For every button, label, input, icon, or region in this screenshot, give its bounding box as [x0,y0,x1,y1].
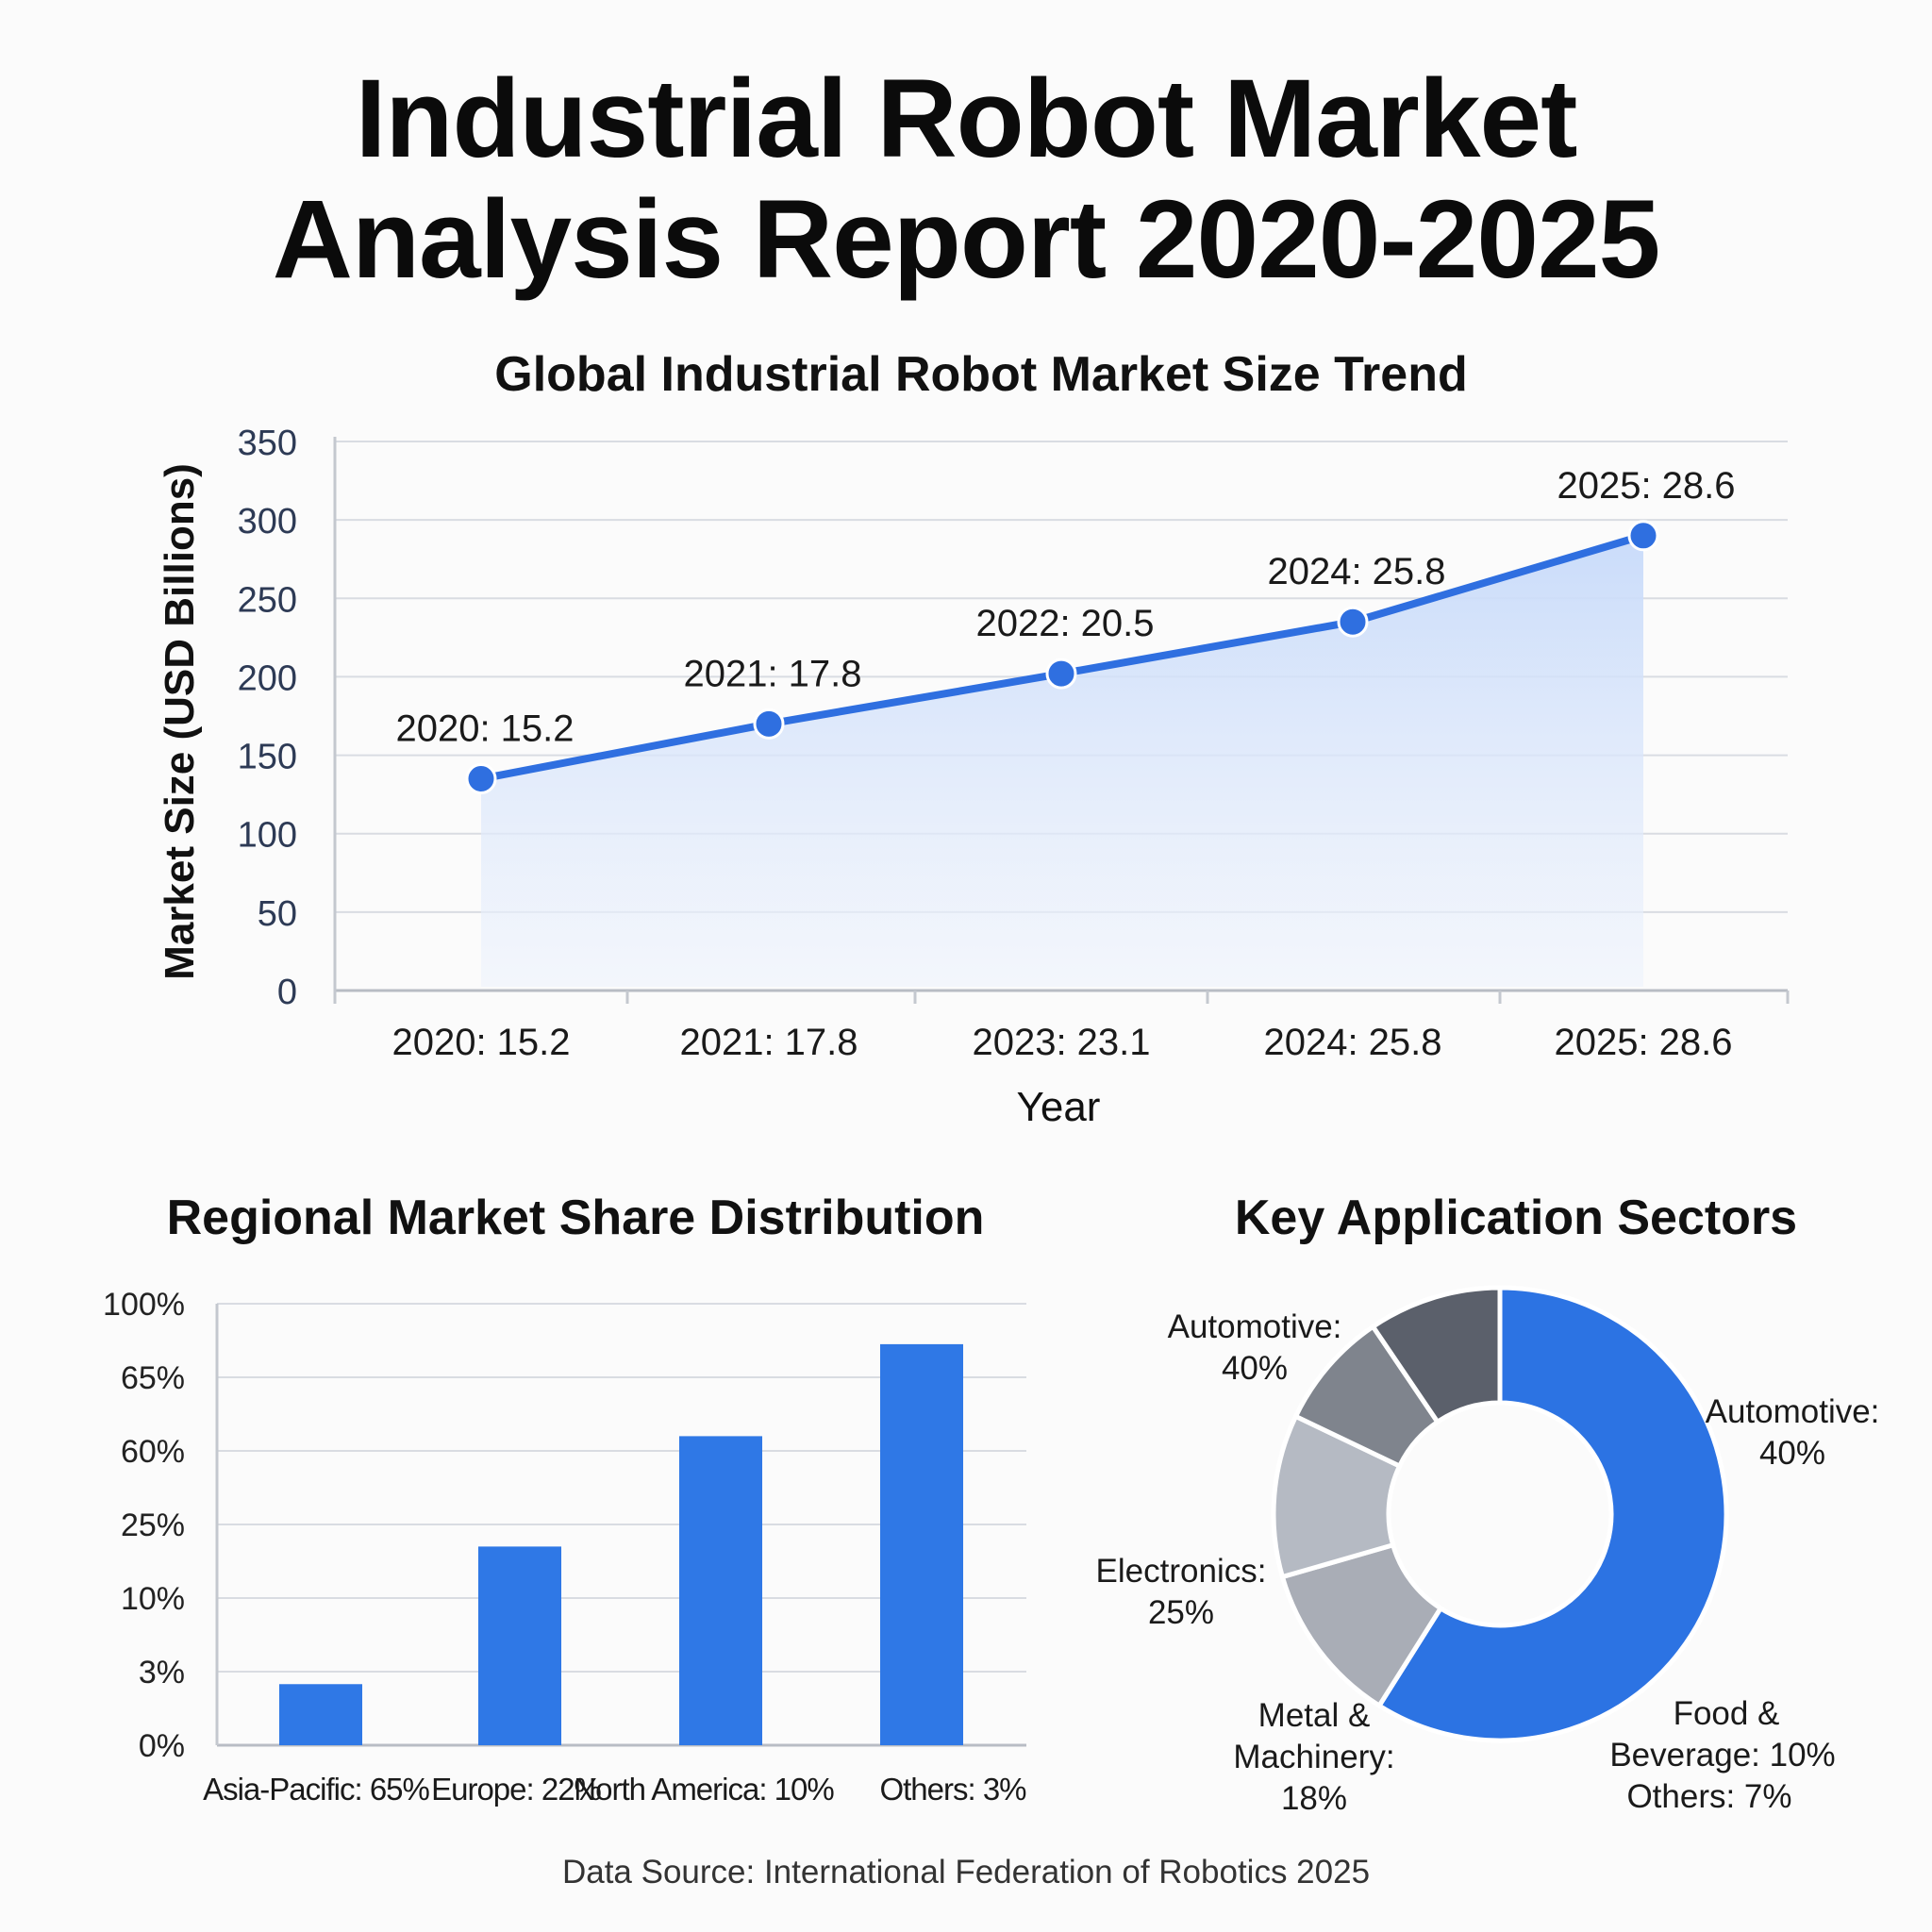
line-chart-point-label: 2024: 25.8 [1267,551,1445,592]
donut-chart-slice [1369,1285,1503,1425]
line-chart-point [465,763,497,795]
regional-share-bar-chart: Regional Market Share Distribution 0% 3% 1… [103,1191,1027,1807]
bar-chart-y-tick-label: 65% [121,1360,185,1396]
bar-chart-bars [279,1343,963,1745]
line-chart-point-label: 2020: 15.2 [395,708,574,750]
bar-chart-y-tick-label: 100% [103,1287,185,1323]
donut-chart-slice-label: 40% [1222,1350,1288,1387]
line-chart-point-label: 2021: 17.8 [683,653,861,694]
donut-chart-slices [1271,1285,1729,1743]
bar-chart-title: Regional Market Share Distribution [167,1191,985,1245]
donut-chart-slice-label: 25% [1148,1594,1214,1631]
line-chart-point-label: 2025: 28.6 [1557,465,1735,507]
bar-chart-y-tick-label: 0% [139,1728,185,1764]
line-chart-x-ticks: 2020: 15.2 2021: 17.8 2023: 23.1 2024: 25.8… [333,991,1790,1063]
application-sectors-donut-chart: Key Application Sectors Automotive: 40% Me… [1096,1191,1880,1817]
donut-chart-slice-label: Automotive: [1706,1393,1880,1430]
line-chart-y-tick-label: 200 [238,658,297,698]
donut-chart-slice-label: Machinery: [1233,1739,1394,1775]
line-chart-y-axis-label: Market Size (USD Billions) [157,463,203,980]
bar-chart-bar [679,1436,762,1745]
line-chart-x-tick-label: 2020: 15.2 [391,1022,570,1063]
bar-chart-bar [478,1546,561,1745]
line-chart-y-tick-label: 0 [277,973,297,1012]
bar-chart-y-tick-label: 25% [121,1507,185,1543]
line-chart-x-axis-label: Year [1017,1084,1101,1130]
bar-chart-category-label: North America: 10% [574,1772,834,1807]
line-chart-y-ticks: 0 50 100 150 200 250 300 350 [238,424,297,1012]
line-chart-x-tick-label: 2023: 23.1 [972,1022,1150,1063]
line-chart-point [1337,606,1369,638]
donut-chart-labels: Automotive: 40% Metal & Machinery: 18% Electr… [1096,1308,1880,1817]
line-chart-point [1627,520,1659,552]
bar-chart-bar [279,1684,362,1745]
line-chart-y-tick-label: 50 [258,894,297,934]
donut-chart-slice-label: Automotive: [1168,1308,1342,1345]
bar-chart-y-tick-label: 10% [121,1581,185,1617]
line-chart-x-tick-label: 2024: 25.8 [1263,1022,1441,1063]
line-chart-y-tick-label: 300 [238,502,297,541]
line-chart-point [753,708,785,740]
market-size-line-chart: Global Industrial Robot Market Size Tren… [157,347,1790,1130]
bar-chart-y-tick-label: 3% [139,1655,185,1690]
donut-chart-slice-label: 18% [1281,1780,1347,1817]
bar-chart-bar [880,1343,963,1745]
report-title-line1: Industrial Robot Market [355,57,1578,181]
bar-chart-category-label: Europe: 22% [431,1772,601,1807]
bar-chart-category-label: Asia-Pacific: 65% [203,1772,429,1807]
donut-chart-slice-label: 40% [1759,1435,1825,1472]
donut-chart-title: Key Application Sectors [1235,1191,1797,1245]
bar-chart-y-tick-label: 60% [121,1434,185,1470]
report-title: Industrial Robot Market Analysis Report … [0,58,1932,300]
report-title-line2: Analysis Report 2020-2025 [272,177,1660,302]
bar-chart-category-labels: Asia-Pacific: 65% Europe: 22%North Americ… [203,1772,1027,1807]
donut-chart-slice-label: Metal & [1258,1697,1371,1734]
bar-chart-category-label: Others: 3% [879,1772,1026,1807]
line-chart-points: 2020: 15.2 2021: 17.8 2022: 20.5 2024: 25.8… [395,465,1736,795]
donut-chart-extra-label: Beverage: 10% [1609,1737,1835,1774]
line-chart-y-tick-label: 350 [238,424,297,463]
donut-chart-slice [1375,1285,1729,1743]
line-chart-point [1045,658,1077,690]
line-chart-x-tick-label: 2025: 28.6 [1554,1022,1732,1063]
line-chart-x-tick-label: 2021: 17.8 [679,1022,858,1063]
line-chart-title: Global Industrial Robot Market Size Tren… [494,347,1467,402]
donut-chart-extra-label: Food & [1674,1695,1780,1732]
line-chart-y-tick-label: 150 [238,738,297,777]
line-chart-point-label: 2022: 20.5 [975,603,1154,644]
line-chart-area-fill [481,535,1643,987]
data-source-note: Data Source: International Federation of… [561,1854,1371,1890]
donut-chart-extra-label: Others: 7% [1626,1778,1791,1815]
line-chart-y-tick-label: 250 [238,580,297,620]
donut-chart-slice-label: Electronics: [1096,1553,1267,1590]
line-chart-y-tick-label: 100 [238,816,297,856]
